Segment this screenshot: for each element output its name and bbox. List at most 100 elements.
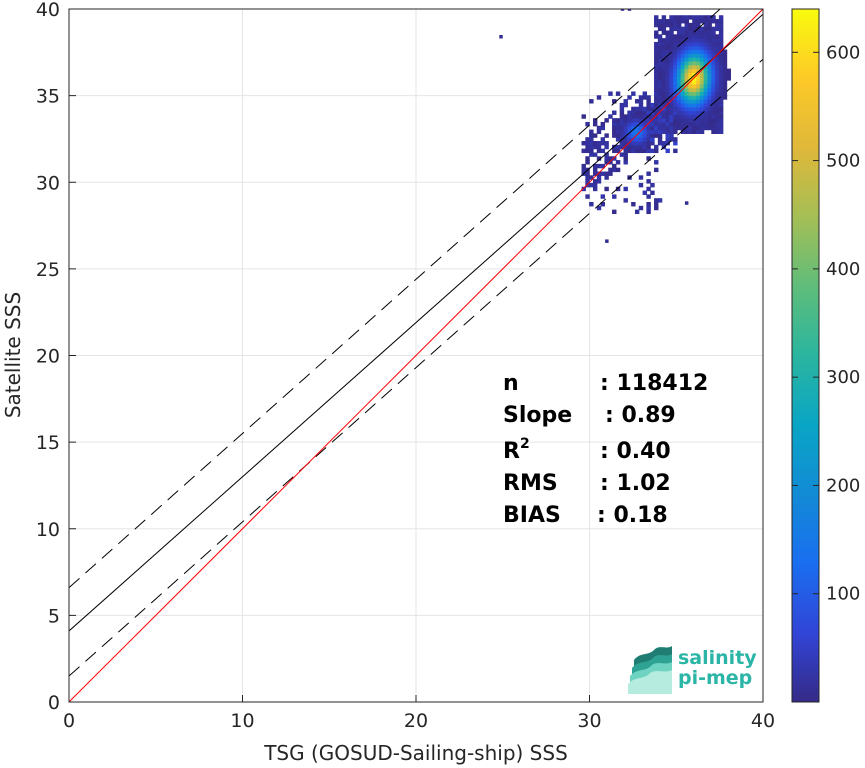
density-cell	[715, 129, 720, 134]
density-cell	[673, 118, 678, 123]
density-cell	[661, 141, 667, 146]
density-cell	[696, 49, 701, 54]
density-cell	[665, 57, 670, 62]
density-cell	[711, 106, 716, 112]
density-cell	[631, 118, 636, 123]
density-cell	[680, 87, 686, 93]
density-cell	[684, 118, 689, 123]
density-cell	[619, 141, 625, 146]
density-cell	[650, 125, 655, 131]
density-cell	[711, 76, 716, 81]
colorbar-tick-label: 600	[826, 42, 860, 63]
density-cell	[585, 144, 590, 150]
density-cell	[608, 156, 613, 161]
density-cell	[684, 49, 689, 54]
density-cell	[669, 49, 674, 54]
density-cell	[715, 72, 720, 77]
density-cell	[627, 121, 632, 127]
density-cell	[684, 87, 689, 93]
density-cell	[623, 152, 628, 157]
density-cell	[669, 72, 674, 77]
density-cell	[692, 110, 697, 115]
density-cell	[696, 19, 701, 24]
density-cell	[604, 118, 609, 123]
density-cell	[688, 64, 693, 70]
density-cell	[715, 45, 720, 51]
density-cell	[707, 68, 712, 74]
density-cell	[650, 190, 655, 195]
y-axis-ticks: 0 5 10 15 20 25 30 35 40	[36, 0, 76, 714]
density-cell	[696, 125, 701, 131]
density-cell	[654, 45, 659, 51]
density-cell	[669, 80, 674, 85]
density-cell	[707, 76, 712, 81]
density-cell	[585, 171, 590, 176]
density-cell	[696, 106, 701, 112]
density-cell	[703, 76, 709, 81]
density-cell	[680, 15, 686, 20]
density-cell	[654, 41, 659, 47]
density-cell	[634, 121, 640, 127]
density-cell	[711, 80, 716, 85]
density-cell	[680, 26, 686, 32]
density-cell	[696, 91, 701, 96]
density-cell	[688, 49, 693, 54]
density-cell	[665, 68, 670, 74]
density-cell	[669, 102, 674, 108]
density-cell	[654, 76, 659, 81]
density-cell	[627, 133, 632, 138]
density-cell	[623, 102, 628, 108]
density-cell	[711, 129, 716, 134]
density-cell	[692, 45, 697, 51]
density-cell	[676, 72, 682, 77]
density-cell	[699, 106, 705, 112]
density-cell	[703, 87, 709, 93]
density-cell	[627, 114, 632, 119]
density-cell	[692, 60, 697, 66]
density-cell	[585, 141, 590, 146]
density-cell	[715, 49, 720, 54]
density-cell	[654, 144, 659, 150]
density-cell	[654, 198, 659, 203]
density-cell	[646, 202, 651, 207]
density-cell	[638, 95, 644, 100]
density-cell	[661, 110, 667, 115]
density-cell	[665, 87, 670, 93]
density-cell	[634, 110, 640, 115]
density-cell	[707, 49, 712, 54]
density-cell	[715, 118, 720, 123]
density-cell	[608, 91, 613, 96]
density-cell	[654, 110, 659, 115]
density-cell	[715, 87, 720, 93]
density-cell	[684, 41, 689, 47]
density-cell	[711, 26, 716, 32]
density-cell	[696, 57, 701, 62]
density-cell	[688, 41, 693, 47]
density-cell	[707, 57, 712, 62]
upper-dashed-line	[69, 9, 721, 589]
density-cell	[642, 125, 648, 131]
density-cell	[703, 83, 709, 89]
colorbar: 100 200 300 400 500 600	[791, 8, 860, 703]
density-cell	[654, 30, 659, 35]
density-cell	[600, 171, 606, 176]
density-cell	[680, 129, 686, 134]
density-cell	[638, 118, 644, 123]
density-cell	[688, 129, 693, 134]
density-cell	[711, 15, 716, 20]
density-cell	[642, 95, 648, 100]
density-cell	[650, 148, 655, 154]
density-cell	[657, 87, 663, 93]
colorbar-tick-label: 500	[826, 151, 860, 172]
density-cell	[688, 102, 693, 108]
density-cell	[703, 118, 709, 123]
density-cell	[657, 99, 663, 104]
density-cell	[699, 72, 705, 77]
density-cell	[646, 102, 651, 108]
density-cell	[592, 186, 598, 192]
density-cell	[699, 125, 705, 131]
colorbar-tick-label: 100	[826, 584, 860, 605]
density-cell	[650, 121, 655, 127]
logo-wave-icon	[628, 646, 672, 694]
